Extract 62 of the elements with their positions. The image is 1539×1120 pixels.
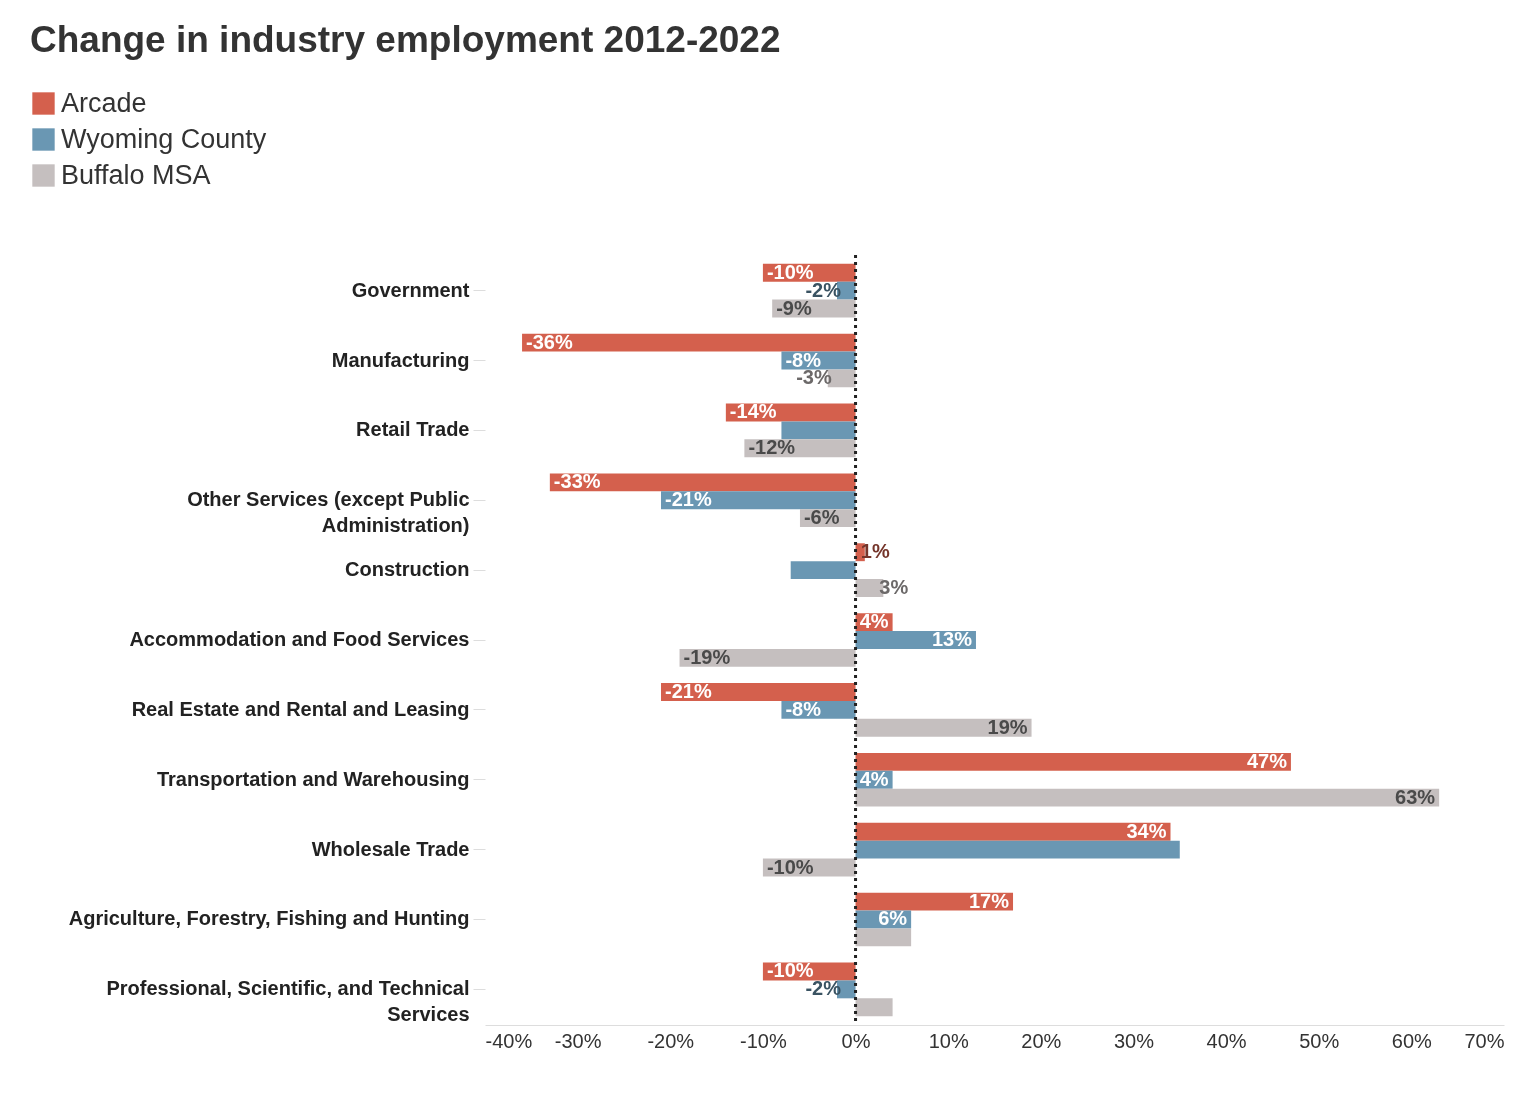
bar [855,840,1180,859]
x-tick-label: 70% [1464,1029,1505,1052]
data-label: -9% [776,296,812,319]
data-label: -10% [766,260,814,283]
bar [855,822,1171,841]
bar [522,333,856,352]
bar [855,998,893,1017]
legend-label: Wyoming County [61,123,267,154]
x-tick-label: -20% [647,1029,695,1052]
data-label: -8% [785,697,822,720]
bar [661,491,856,510]
data-label: -19% [683,645,731,668]
y-tick-label: Transportation and Warehousing [156,767,470,790]
bar [661,683,856,701]
y-tick-label: Real Estate and Rental and Leasing [131,697,470,720]
x-tick-label: 40% [1206,1029,1247,1052]
y-tick-label: Wholesale Trade [311,837,470,860]
x-tick-label: 60% [1391,1029,1433,1052]
x-tick-label: -30% [554,1029,602,1052]
x-tick-label: 0% [841,1029,871,1052]
data-label: 6% [878,907,908,930]
x-tick-label: -10% [740,1029,787,1052]
x-tick-label: 10% [928,1029,969,1052]
bar [781,421,856,440]
bar [855,788,1440,807]
bar [855,928,912,947]
y-tick-label: Manufacturing [331,348,470,371]
legend-label: Arcade [61,87,147,118]
data-label: 4% [859,610,889,633]
data-label: 13% [931,628,973,650]
data-label: -10% [766,855,814,878]
data-label: 3% [879,576,909,599]
data-label: -10% [766,959,814,982]
legend-label: Buffalo MSA [61,159,211,190]
data-label: 34% [1126,819,1167,842]
data-label: 63% [1395,785,1436,808]
x-tick-label: 50% [1299,1029,1340,1052]
data-label: 47% [1246,749,1288,772]
data-label: 19% [987,715,1028,738]
data-label: -36% [526,330,573,353]
data-label: -21% [665,488,712,511]
y-tick-label: Agriculture, Forestry, Fishing and Hunting [68,907,470,930]
data-label: 4% [859,767,889,790]
chart-title: Change in industry employment 2012-2022 [30,19,781,60]
bar [790,561,856,580]
data-label: -14% [729,400,777,423]
data-label: 17% [969,889,1010,912]
data-label: -21% [665,679,712,702]
x-tick-label: -40% [485,1029,533,1052]
bar [549,473,856,492]
x-tick-label: 20% [1021,1029,1062,1052]
x-tick-label: 30% [1113,1029,1155,1052]
y-tick-label: Government [351,278,470,301]
y-tick-label: Professional, Scientific, and Technical Services [106,977,470,1026]
bar [855,752,1291,771]
y-tick-label: Construction [345,558,470,581]
y-tick-label: Accommodation and Food Services [129,628,470,650]
data-label: -33% [553,470,601,493]
data-label: -12% [748,436,796,459]
y-tick-label: Retail Trade [356,418,470,441]
y-tick-label: Other Services (except Public Administration) [187,488,470,537]
data-label: -6% [803,506,840,529]
